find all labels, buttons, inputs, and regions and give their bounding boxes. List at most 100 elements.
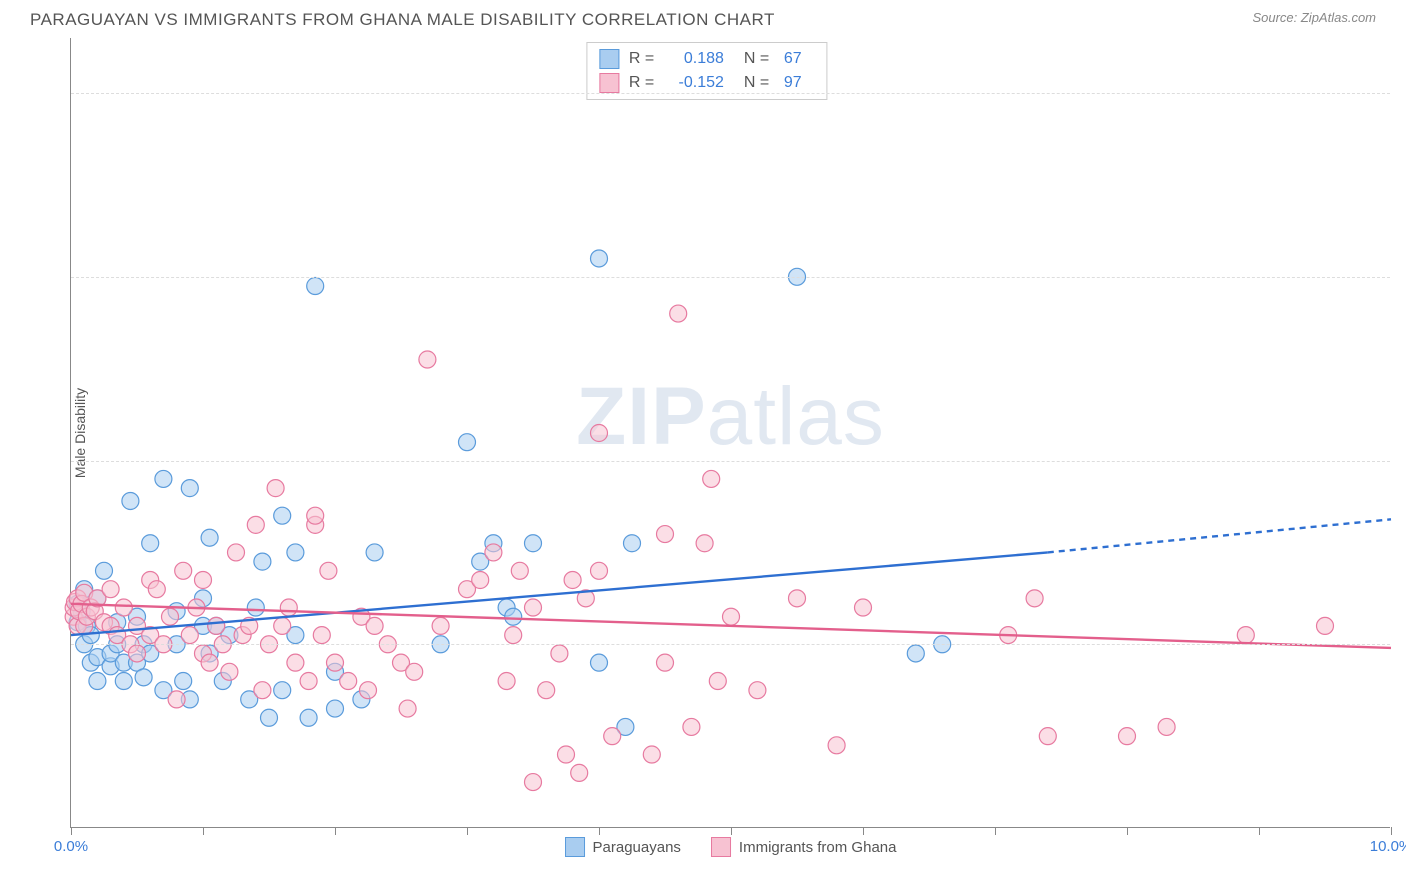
x-tick xyxy=(1259,827,1260,835)
scatter-point xyxy=(307,278,324,295)
scatter-point xyxy=(1026,590,1043,607)
scatter-point xyxy=(723,608,740,625)
scatter-point xyxy=(657,526,674,543)
scatter-point xyxy=(505,627,522,644)
scatter-point xyxy=(432,617,449,634)
scatter-point xyxy=(564,571,581,588)
scatter-point xyxy=(1158,718,1175,735)
scatter-point xyxy=(115,673,132,690)
x-tick xyxy=(863,827,864,835)
scatter-point xyxy=(280,599,297,616)
stat-r-label: R = xyxy=(629,50,659,68)
trend-line-extrapolated xyxy=(1048,519,1391,552)
stat-n-value: 97 xyxy=(784,74,814,92)
scatter-point xyxy=(525,535,542,552)
legend-label: Paraguayans xyxy=(593,839,681,856)
scatter-point xyxy=(366,544,383,561)
scatter-point xyxy=(538,682,555,699)
scatter-point xyxy=(419,351,436,368)
scatter-point xyxy=(1317,617,1334,634)
scatter-point xyxy=(604,728,621,745)
stat-n-label: N = xyxy=(744,50,774,68)
scatter-point xyxy=(274,507,291,524)
scatter-point xyxy=(221,663,238,680)
scatter-point xyxy=(274,617,291,634)
scatter-point xyxy=(327,700,344,717)
scatter-point xyxy=(208,617,225,634)
scatter-point xyxy=(254,682,271,699)
x-tick xyxy=(71,827,72,835)
scatter-point xyxy=(789,590,806,607)
scatter-point xyxy=(274,682,291,699)
scatter-point xyxy=(247,516,264,533)
scatter-point xyxy=(551,645,568,662)
scatter-point xyxy=(591,562,608,579)
stat-r-value: -0.152 xyxy=(669,74,724,92)
scatter-point xyxy=(498,673,515,690)
scatter-point xyxy=(261,709,278,726)
scatter-point xyxy=(399,700,416,717)
scatter-point xyxy=(749,682,766,699)
legend-label: Immigrants from Ghana xyxy=(739,839,897,856)
stats-legend-box: R =0.188N =67R =-0.152N =97 xyxy=(586,42,827,100)
x-tick xyxy=(335,827,336,835)
stats-row: R =0.188N =67 xyxy=(599,47,814,71)
chart-source: Source: ZipAtlas.com xyxy=(1252,10,1376,25)
scatter-point xyxy=(155,470,172,487)
scatter-point xyxy=(175,673,192,690)
scatter-point xyxy=(327,654,344,671)
legend-item: Immigrants from Ghana xyxy=(711,837,897,857)
scatter-point xyxy=(201,529,218,546)
plot-area: ZIPatlas R =0.188N =67R =-0.152N =97 Par… xyxy=(70,38,1390,828)
scatter-point xyxy=(102,581,119,598)
scatter-point xyxy=(115,599,132,616)
scatter-point xyxy=(828,737,845,754)
scatter-point xyxy=(525,774,542,791)
gridline xyxy=(71,93,1390,94)
scatter-point xyxy=(366,617,383,634)
scatter-point xyxy=(591,654,608,671)
scatter-point xyxy=(657,654,674,671)
scatter-point xyxy=(696,535,713,552)
scatter-point xyxy=(129,645,146,662)
scatter-point xyxy=(89,673,106,690)
scatter-point xyxy=(254,553,271,570)
chart-header: PARAGUAYAN VS IMMIGRANTS FROM GHANA MALE… xyxy=(10,10,1396,38)
scatter-point xyxy=(287,654,304,671)
scatter-point xyxy=(340,673,357,690)
scatter-point xyxy=(485,544,502,561)
scatter-point xyxy=(228,544,245,561)
scatter-point xyxy=(406,663,423,680)
bottom-legend: Paraguayans Immigrants from Ghana xyxy=(565,837,897,857)
scatter-point xyxy=(1237,627,1254,644)
scatter-point xyxy=(201,654,218,671)
x-tick-label: 10.0% xyxy=(1370,838,1406,855)
scatter-point xyxy=(181,480,198,497)
scatter-point xyxy=(670,305,687,322)
legend-swatch xyxy=(565,837,585,857)
scatter-point xyxy=(175,562,192,579)
scatter-point xyxy=(122,492,139,509)
scatter-point xyxy=(181,627,198,644)
scatter-point xyxy=(907,645,924,662)
scatter-point xyxy=(1039,728,1056,745)
scatter-point xyxy=(287,544,304,561)
legend-swatch xyxy=(599,49,619,69)
stat-n-label: N = xyxy=(744,74,774,92)
stats-row: R =-0.152N =97 xyxy=(599,71,814,95)
trend-line xyxy=(71,552,1048,635)
legend-swatch xyxy=(711,837,731,857)
gridline xyxy=(71,644,1390,645)
x-tick xyxy=(731,827,732,835)
scatter-point xyxy=(643,746,660,763)
scatter-point xyxy=(1119,728,1136,745)
scatter-point xyxy=(459,434,476,451)
scatter-point xyxy=(142,535,159,552)
scatter-point xyxy=(571,764,588,781)
scatter-point xyxy=(360,682,377,699)
stat-r-value: 0.188 xyxy=(669,50,724,68)
scatter-point xyxy=(683,718,700,735)
scatter-point xyxy=(307,507,324,524)
scatter-point xyxy=(300,709,317,726)
chart-container: Male Disability ZIPatlas R =0.188N =67R … xyxy=(30,38,1376,828)
